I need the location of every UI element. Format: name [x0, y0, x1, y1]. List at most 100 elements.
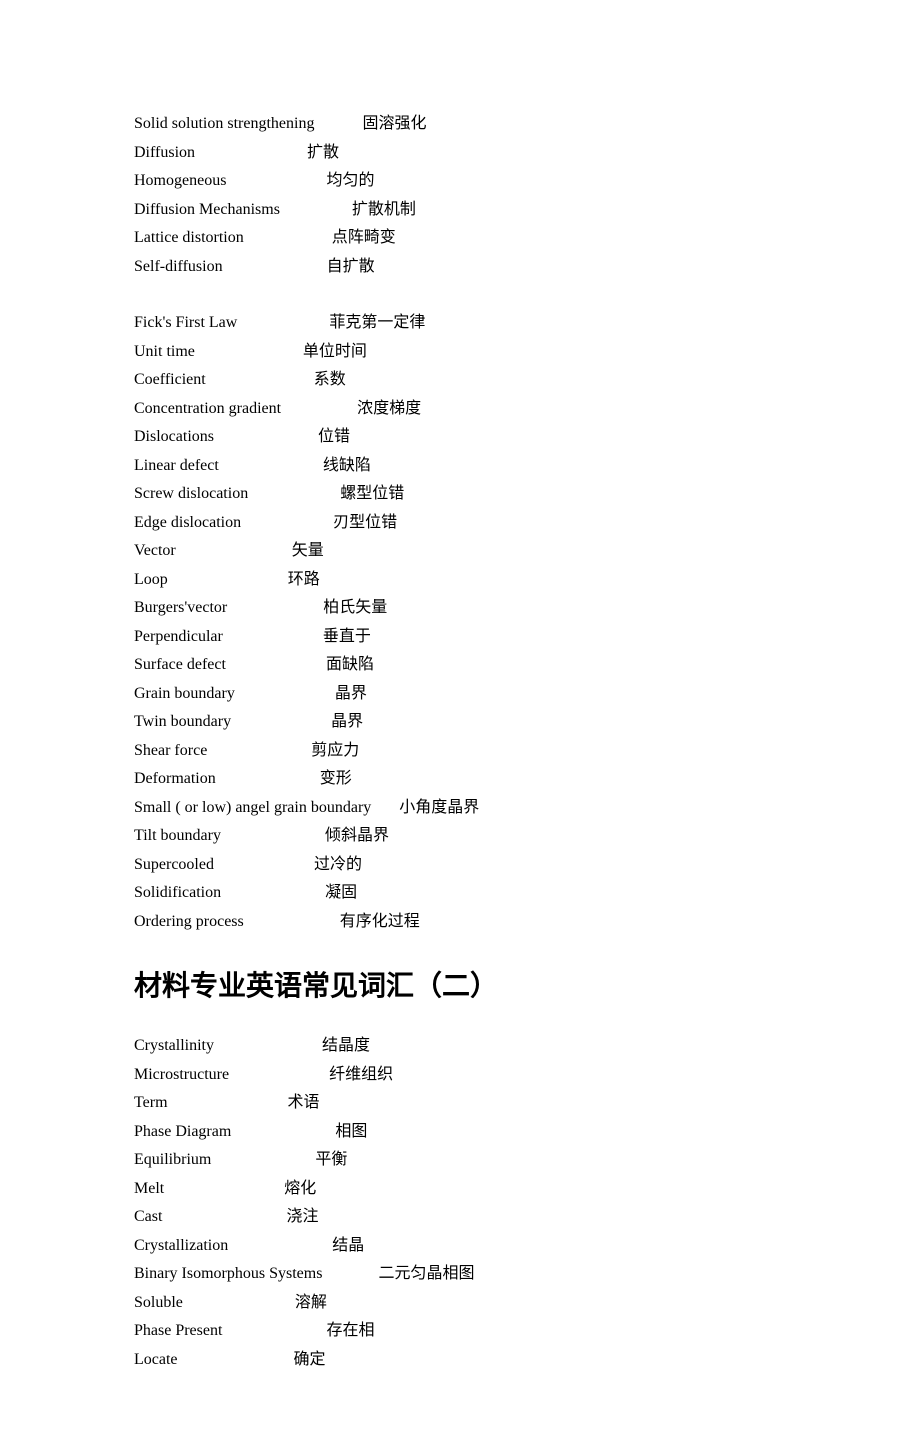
term-chinese: 线缺陷: [323, 457, 371, 474]
term-english: Shear force: [134, 742, 207, 759]
term-gap: [221, 884, 325, 901]
vocab-entry: Shear force 剪应力: [134, 737, 786, 766]
document-page: Solid solution strengthening 固溶强化Diffusi…: [0, 0, 920, 1434]
term-chinese: 晶界: [331, 713, 363, 730]
vocab-entry: Surface defect 面缺陷: [134, 651, 786, 680]
term-gap: [281, 400, 357, 417]
term-chinese: 面缺陷: [326, 656, 374, 673]
vocab-entry: Small ( or low) angel grain boundary 小角度…: [134, 794, 786, 823]
vocab-entry: Term 术语: [134, 1089, 786, 1118]
term-gap: [222, 1322, 326, 1339]
term-gap: [280, 201, 352, 218]
term-english: Binary Isomorphous Systems: [134, 1265, 322, 1282]
term-english: Fick's First Law: [134, 314, 237, 331]
term-english: Crystallization: [134, 1237, 228, 1254]
term-gap: [195, 343, 303, 360]
term-chinese: 结晶: [332, 1237, 364, 1254]
term-gap: [214, 856, 314, 873]
vocab-entry: Burgers'vector 柏氏矢量: [134, 594, 786, 623]
vocab-entry: Edge dislocation 刃型位错: [134, 509, 786, 538]
term-chinese: 单位时间: [303, 343, 367, 360]
vocab-entry: Loop 环路: [134, 566, 786, 595]
term-english: Phase Diagram: [134, 1123, 231, 1140]
term-gap: [162, 1208, 286, 1225]
term-english: Phase Present: [134, 1322, 222, 1339]
term-chinese: 纤维组织: [329, 1066, 393, 1083]
term-chinese: 过冷的: [314, 856, 362, 873]
term-gap: [227, 599, 323, 616]
term-english: Linear defect: [134, 457, 219, 474]
term-chinese: 浓度梯度: [357, 400, 421, 417]
vocab-entry: Diffusion 扩散: [134, 139, 786, 168]
term-chinese: 小角度晶界: [399, 799, 479, 816]
vocab-entry: Crystallinity 结晶度: [134, 1032, 786, 1061]
term-chinese: 环路: [288, 571, 320, 588]
term-gap: [248, 485, 340, 502]
term-chinese: 浇注: [286, 1208, 318, 1225]
term-chinese: 菲克第一定律: [329, 314, 425, 331]
term-english: Unit time: [134, 343, 195, 360]
term-chinese: 刃型位错: [333, 514, 397, 531]
term-gap: [214, 428, 318, 445]
vocab-entry: Dislocations 位错: [134, 423, 786, 452]
vocab-entry: Self-diffusion 自扩散: [134, 253, 786, 282]
term-chinese: 矢量: [292, 542, 324, 559]
term-chinese: 二元匀晶相图: [378, 1265, 474, 1282]
term-english: Supercooled: [134, 856, 214, 873]
vocab-entry: Homogeneous 均匀的: [134, 167, 786, 196]
term-chinese: 扩散: [307, 144, 339, 161]
vocab-entry: Coefficient 系数: [134, 366, 786, 395]
term-english: Ordering process: [134, 913, 244, 930]
term-english: Twin boundary: [134, 713, 231, 730]
term-gap: [211, 1151, 315, 1168]
vocab-entry: Linear defect 线缺陷: [134, 452, 786, 481]
term-english: Diffusion: [134, 144, 195, 161]
vocab-entry: Ordering process 有序化过程: [134, 908, 786, 937]
term-english: Homogeneous: [134, 172, 226, 189]
vocab-entry: Solid solution strengthening 固溶强化: [134, 110, 786, 139]
term-english: Concentration gradient: [134, 400, 281, 417]
term-chinese: 柏氏矢量: [323, 599, 387, 616]
term-english: Burgers'vector: [134, 599, 227, 616]
vocab-entry: Fick's First Law 菲克第一定律: [134, 309, 786, 338]
vocab-entry: Twin boundary 晶界: [134, 708, 786, 737]
term-gap: [314, 115, 362, 132]
term-gap: [231, 713, 331, 730]
vocab-section-1: Solid solution strengthening 固溶强化Diffusi…: [134, 110, 786, 281]
term-chinese: 倾斜晶界: [325, 827, 389, 844]
term-gap: [223, 628, 323, 645]
vocab-entry: Cast 浇注: [134, 1203, 786, 1232]
term-english: Diffusion Mechanisms: [134, 201, 280, 218]
term-gap: [195, 144, 307, 161]
term-english: Cast: [134, 1208, 162, 1225]
term-english: Coefficient: [134, 371, 206, 388]
term-chinese: 确定: [294, 1351, 326, 1368]
term-gap: [241, 514, 333, 531]
term-chinese: 剪应力: [311, 742, 359, 759]
term-chinese: 自扩散: [327, 258, 375, 275]
term-chinese: 扩散机制: [352, 201, 416, 218]
term-gap: [176, 542, 292, 559]
vocab-entry: Diffusion Mechanisms 扩散机制: [134, 196, 786, 225]
term-english: Small ( or low) angel grain boundary: [134, 799, 371, 816]
term-gap: [244, 913, 340, 930]
term-english: Solid solution strengthening: [134, 115, 314, 132]
term-chinese: 平衡: [315, 1151, 347, 1168]
term-chinese: 结晶度: [322, 1037, 370, 1054]
term-english: Screw dislocation: [134, 485, 248, 502]
vocab-entry: Crystallization 结晶: [134, 1232, 786, 1261]
term-chinese: 熔化: [284, 1180, 316, 1197]
vocab-entry: Phase Diagram 相图: [134, 1118, 786, 1147]
term-gap: [183, 1294, 295, 1311]
term-english: Deformation: [134, 770, 216, 787]
term-english: Surface defect: [134, 656, 226, 673]
term-english: Equilibrium: [134, 1151, 211, 1168]
term-chinese: 系数: [314, 371, 346, 388]
vocab-entry: Phase Present 存在相: [134, 1317, 786, 1346]
section-gap: [134, 281, 786, 309]
vocab-entry: Unit time 单位时间: [134, 338, 786, 367]
term-chinese: 溶解: [295, 1294, 327, 1311]
term-gap: [168, 1094, 288, 1111]
vocab-entry: Lattice distortion 点阵畸变: [134, 224, 786, 253]
term-english: Melt: [134, 1180, 164, 1197]
